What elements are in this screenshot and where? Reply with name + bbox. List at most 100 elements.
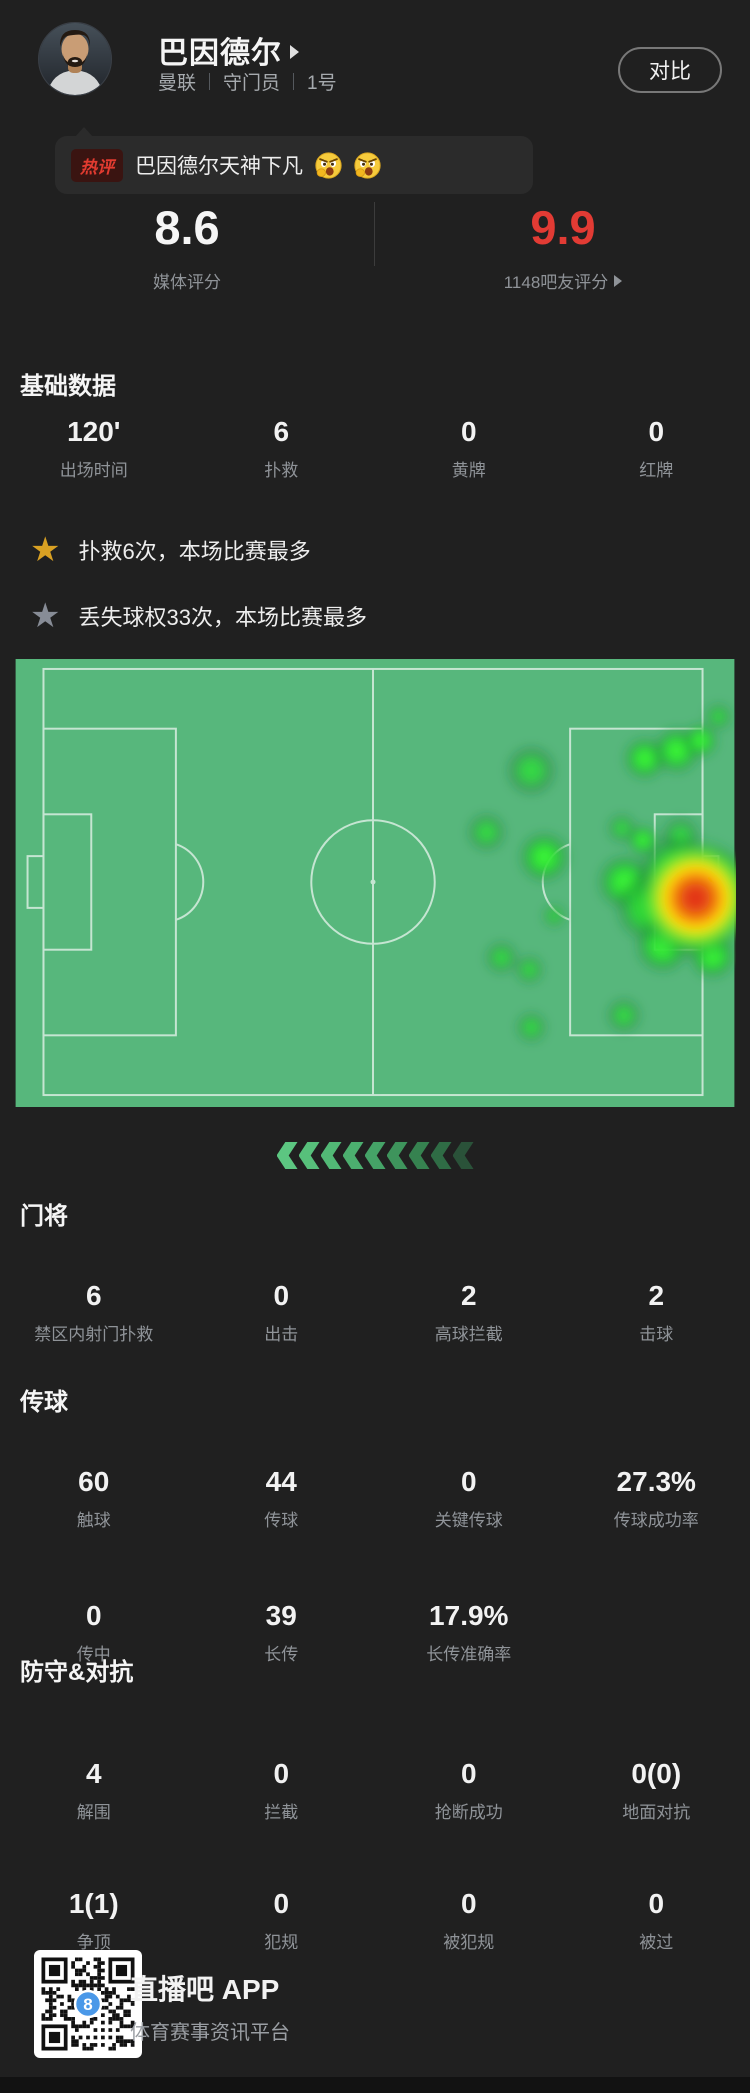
bubble-notch — [75, 127, 93, 137]
stat-cell: 0 红牌 — [563, 416, 750, 481]
stat-cell-empty — [563, 1600, 750, 1665]
section-title-passing: 传球 — [20, 1389, 68, 1416]
compare-button[interactable]: 对比 — [618, 47, 722, 93]
stat-label: 被犯规 — [443, 1933, 495, 1952]
stat-label: 黄牌 — [451, 461, 486, 480]
stat-label: 传球成功率 — [613, 1511, 699, 1530]
stat-value: 17.9% — [429, 1600, 509, 1631]
stat-cell: 0 传中 — [0, 1600, 188, 1665]
fan-rating-score: 9.9 — [530, 201, 596, 254]
stat-value: 0 — [460, 1466, 477, 1497]
stat-value: 27.3% — [616, 1466, 696, 1497]
stat-value: 0 — [273, 1888, 290, 1919]
highlight-row: ★ 丢失球权33次，本场比赛最多 — [30, 598, 367, 634]
stat-label: 传球 — [264, 1511, 299, 1530]
stat-value: 0 — [460, 1888, 477, 1919]
stat-cell: 60 触球 — [0, 1466, 188, 1531]
stat-cell: 0 犯规 — [188, 1888, 376, 1953]
stat-value: 0 — [648, 1888, 665, 1919]
stat-label: 出击 — [264, 1325, 299, 1344]
media-rating-score: 8.6 — [154, 201, 220, 254]
chevron-left-icon — [276, 1142, 298, 1169]
stat-label: 长传准确率 — [426, 1645, 512, 1664]
media-rating: 8.6 媒体评分 — [0, 202, 374, 293]
player-position: 守门员 — [223, 73, 281, 94]
stat-value: 39 — [265, 1600, 297, 1631]
stat-cell: 120' 出场时间 — [0, 416, 188, 481]
app-tagline: 体育赛事资讯平台 — [130, 2022, 290, 2044]
stat-value: 0 — [273, 1758, 290, 1789]
chevron-left-icon — [342, 1142, 364, 1169]
hot-comment-text: 巴因德尔天神下凡 — [135, 155, 303, 178]
app-name: 直播吧 APP — [130, 1974, 280, 2005]
pitch-heatmap — [14, 659, 750, 1107]
stat-label: 传中 — [76, 1645, 111, 1664]
stat-cell: 44 传球 — [188, 1466, 376, 1531]
stat-value: 6 — [85, 1280, 102, 1311]
stat-label: 出场时间 — [59, 461, 128, 480]
fan-rating[interactable]: 9.9 1148吧友评分 — [376, 202, 750, 293]
stat-label: 争顶 — [76, 1933, 111, 1952]
stat-value: 6 — [273, 416, 290, 447]
stat-label: 红牌 — [639, 461, 674, 480]
stat-label: 长传 — [264, 1645, 299, 1664]
stat-cell: 2 击球 — [563, 1280, 750, 1345]
chevron-left-icon — [320, 1142, 342, 1169]
stat-label: 高球拦截 — [434, 1325, 503, 1344]
stat-value: 2 — [648, 1280, 665, 1311]
player-name: 巴因德尔 — [158, 37, 282, 70]
stat-label: 被过 — [639, 1933, 674, 1952]
stat-value: 0(0) — [631, 1758, 682, 1789]
stat-cell: 0 被犯规 — [375, 1888, 563, 1953]
player-name-row[interactable]: 巴因德尔 — [158, 28, 299, 72]
stat-cell: 0 关键传球 — [375, 1466, 563, 1531]
stat-label: 击球 — [639, 1325, 674, 1344]
stat-value: 0 — [85, 1600, 102, 1631]
raised-brow-hand-face-emoji-icon — [354, 151, 381, 179]
player-photo — [39, 23, 111, 95]
heatmap-blob-layer — [466, 702, 750, 1044]
stat-label: 扑救 — [264, 461, 299, 480]
stat-cell: 27.3% 传球成功率 — [563, 1466, 750, 1531]
gray-star-icon: ★ — [30, 596, 61, 636]
bottom-bar — [0, 2077, 750, 2093]
chevron-left-icon — [430, 1142, 452, 1169]
stat-value: 0 — [460, 416, 477, 447]
stat-label: 犯规 — [264, 1933, 299, 1952]
stat-cell: 0(0) 地面对抗 — [563, 1758, 750, 1823]
compare-button-label: 对比 — [649, 60, 691, 83]
defense-stats-row-2: 1(1) 争顶 0 犯规 0 被犯规 0 被过 — [0, 1888, 750, 1953]
stat-value: 0 — [648, 416, 665, 447]
hot-comment-bubble[interactable]: 热评 巴因德尔天神下凡 — [55, 127, 533, 194]
stat-cell: 4 解围 — [0, 1758, 188, 1823]
stat-label: 触球 — [76, 1511, 111, 1530]
app-qr-code: 8 — [34, 1950, 142, 2058]
stat-cell: 0 被过 — [563, 1888, 750, 1953]
player-sub-info: 曼联 守门员 1号 — [158, 68, 337, 95]
chevron-left-icon — [386, 1142, 408, 1169]
section-title-goalkeeper: 门将 — [20, 1203, 68, 1230]
hot-comment-badge: 热评 — [71, 148, 123, 182]
chevron-left-icon — [452, 1142, 474, 1169]
stat-cell: 6 扑救 — [188, 416, 376, 481]
stat-cell: 0 拦截 — [188, 1758, 376, 1823]
stat-label: 拦截 — [264, 1803, 299, 1822]
player-avatar[interactable] — [38, 22, 112, 96]
stat-label: 禁区内射门扑救 — [34, 1325, 154, 1344]
goalkeeper-stats-row: 6 禁区内射门扑救 0 出击 2 高球拦截 2 击球 — [0, 1280, 750, 1345]
fan-rating-label: 1148吧友评分 — [503, 273, 609, 292]
rating-divider — [374, 202, 375, 266]
passing-stats-row-1: 60 触球 44 传球 0 关键传球 27.3% 传球成功率 — [0, 1466, 750, 1531]
qr-logo-8: 8 — [83, 1995, 92, 2014]
pitch-svg — [15, 659, 750, 1107]
section-title-defense: 防守&对抗 — [20, 1659, 134, 1686]
stat-label: 地面对抗 — [622, 1803, 691, 1822]
gold-star-icon: ★ — [30, 530, 61, 570]
stat-cell: 39 长传 — [188, 1600, 376, 1665]
raised-brow-hand-face-emoji-icon — [315, 151, 342, 179]
chevron-left-icon — [298, 1142, 320, 1169]
stat-value: 120' — [67, 416, 121, 447]
section-title-basic: 基础数据 — [20, 373, 116, 400]
basic-stats-row: 120' 出场时间 6 扑救 0 黄牌 0 红牌 — [0, 416, 750, 481]
